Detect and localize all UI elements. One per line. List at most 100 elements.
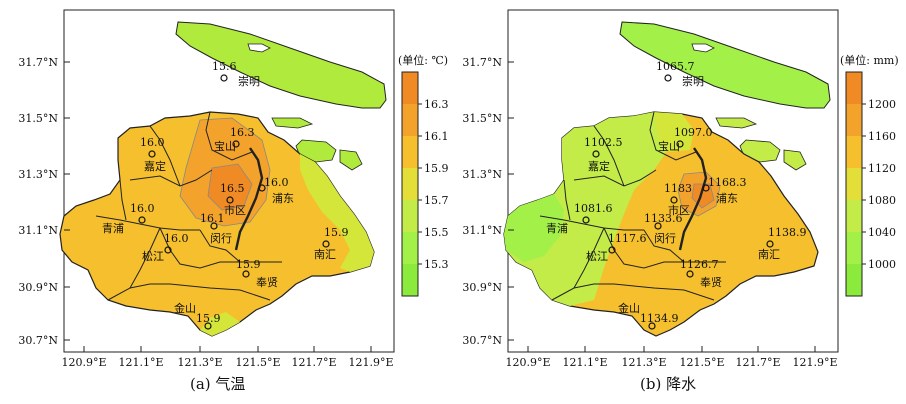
station-value: 1134.9: [640, 312, 679, 325]
colorbar-tick-label: 1080: [868, 194, 896, 207]
colorbar-segment: [402, 264, 418, 297]
station-value: 1138.9: [768, 226, 807, 239]
x-tick-label: 121.1°E: [118, 356, 163, 369]
y-tick-label: 31.7°N: [18, 56, 58, 69]
colorbar-tick-label: 15.9: [424, 162, 449, 175]
station-marker: [648, 322, 656, 330]
x-tick-label: 120.9°E: [505, 356, 550, 369]
station-name: 青浦: [102, 222, 124, 235]
station-value: 16.0: [164, 232, 189, 245]
colorbar-tick-label: 1200: [868, 98, 896, 111]
station-marker: [592, 150, 600, 158]
station-value: 1065.7: [656, 60, 695, 73]
colorbar-segment: [402, 104, 418, 137]
station-name: 南汇: [314, 248, 336, 261]
station-marker: [210, 222, 218, 230]
colorbar-tick-label: 15.7: [424, 194, 449, 207]
station-marker: [322, 240, 330, 248]
station-value: 16.0: [264, 176, 289, 189]
station-value: 1097.0: [674, 126, 713, 139]
panel-b-map: [503, 9, 839, 353]
colorbar-tick-label: 1000: [868, 258, 896, 271]
station-marker: [582, 216, 590, 224]
station-marker: [242, 270, 250, 278]
colorbar-segment: [846, 168, 862, 201]
station-marker: [670, 196, 678, 204]
station-value: 15.6: [212, 60, 237, 73]
y-tick-label: 31.3°N: [18, 168, 58, 181]
x-tick-label: 121.7°E: [291, 356, 336, 369]
station-marker: [226, 196, 234, 204]
station-marker: [164, 246, 172, 254]
x-tick-label: 121.9°E: [792, 356, 837, 369]
station-marker: [232, 140, 240, 148]
y-tick-label: 30.7°N: [462, 334, 502, 347]
x-tick-label: 120.9°E: [61, 356, 106, 369]
station-value: 15.9: [196, 312, 221, 325]
station-marker: [654, 222, 662, 230]
station-name: 松江: [142, 249, 164, 263]
colorbar-frame: [845, 71, 863, 297]
station-marker: [148, 150, 156, 158]
station-value: 16.1: [200, 212, 225, 225]
station-marker: [608, 246, 616, 254]
colorbar-segment: [402, 136, 418, 169]
station-name: 崇明: [682, 75, 704, 88]
station-value: 16.0: [130, 202, 155, 215]
station-marker: [702, 184, 710, 192]
colorbar-segment: [846, 264, 862, 297]
station-value: 1168.3: [708, 176, 747, 189]
colorbar-tick-label: 1160: [868, 130, 896, 143]
station-value: 15.9: [324, 226, 349, 239]
station-value: 1126.7: [680, 258, 719, 271]
panel-b-caption: (b) 降水: [640, 375, 697, 393]
station-name: 崇明: [238, 75, 260, 88]
station-value: 1117.6: [608, 232, 647, 245]
colorbar-tick-label: 16.3: [424, 98, 449, 111]
station-name: 嘉定: [588, 159, 610, 173]
y-tick-label: 31.5°N: [18, 112, 58, 125]
station-value: 1133.6: [644, 212, 683, 225]
station-value: 16.3: [230, 126, 255, 139]
station-name: 奉贤: [700, 275, 722, 289]
colorbar-tick-label: 1040: [868, 226, 896, 239]
colorbar-segment: [846, 136, 862, 169]
x-tick-label: 121.5°E: [679, 356, 724, 369]
x-tick-label: 121.3°E: [177, 356, 222, 369]
colorbar-tick-label: 1120: [868, 162, 896, 175]
colorbar-segment: [846, 104, 862, 137]
colorbar-tick-label: 15.3: [424, 258, 449, 271]
x-tick-label: 121.5°E: [235, 356, 280, 369]
huangpu-river: [234, 147, 264, 251]
station-name: 青浦: [546, 222, 568, 235]
station-name: 松江: [586, 249, 608, 263]
station-marker: [204, 322, 212, 330]
station-value: 16.0: [140, 136, 165, 149]
colorbar-segment: [846, 200, 862, 233]
colorbar-segment: [402, 232, 418, 265]
y-tick-label: 31.5°N: [462, 112, 502, 125]
panel-a-caption: (a) 气温: [190, 375, 246, 393]
station-marker: [258, 184, 266, 192]
y-tick-label: 31.1°N: [18, 224, 58, 237]
colorbar-segment: [846, 72, 862, 105]
y-tick-label: 31.3°N: [462, 168, 502, 181]
x-tick-label: 121.7°E: [735, 356, 780, 369]
station-name: 市区: [224, 203, 246, 217]
panel-a-map: [59, 9, 395, 353]
station-name: 奉贤: [256, 275, 278, 289]
station-marker: [676, 140, 684, 148]
station-marker: [766, 240, 774, 248]
colorbar-segment: [402, 200, 418, 233]
station-name: 浦东: [716, 192, 738, 205]
y-tick-label: 31.7°N: [462, 56, 502, 69]
colorbar-segment: [402, 72, 418, 105]
colorbar-tick-label: 16.1: [424, 130, 449, 143]
station-name: 市区: [668, 203, 690, 217]
x-tick-label: 121.1°E: [562, 356, 607, 369]
y-tick-label: 30.9°N: [18, 281, 58, 294]
station-marker: [664, 74, 672, 82]
station-value: 15.9: [236, 258, 261, 271]
station-value: 1183: [664, 182, 692, 195]
colorbar-segment: [402, 168, 418, 201]
